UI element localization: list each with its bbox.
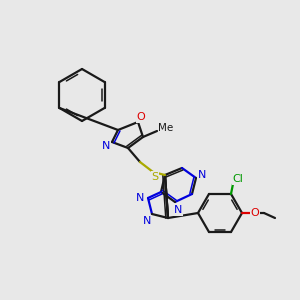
Text: N: N	[102, 141, 110, 151]
Text: N: N	[174, 205, 182, 215]
Text: N: N	[143, 216, 151, 226]
Text: Cl: Cl	[232, 174, 243, 184]
Text: O: O	[136, 112, 146, 122]
Text: N: N	[198, 170, 206, 180]
Text: S: S	[152, 172, 159, 182]
Text: N: N	[136, 193, 144, 203]
Text: O: O	[250, 208, 260, 218]
Text: Me: Me	[158, 123, 174, 133]
